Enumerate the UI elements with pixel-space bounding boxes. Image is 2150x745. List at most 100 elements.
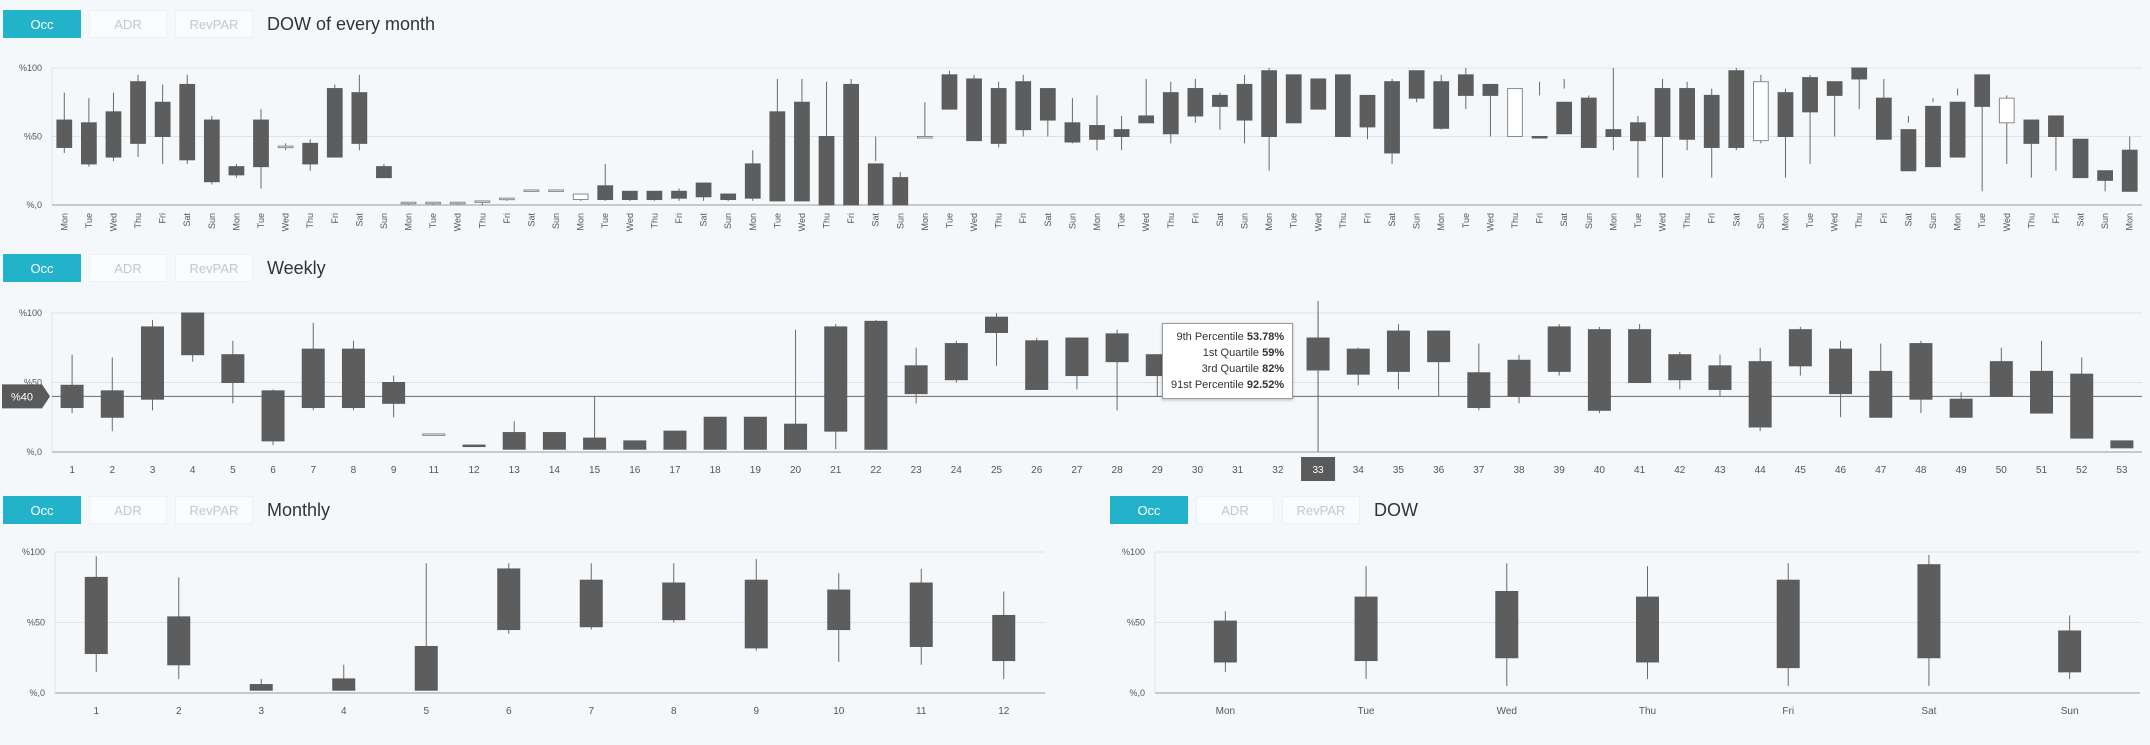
candle-box[interactable] [449,201,466,205]
candle-box[interactable] [944,343,968,381]
candle-box[interactable] [1433,81,1450,129]
candle-box[interactable] [663,430,687,450]
candle-box[interactable] [84,576,108,655]
candle-box[interactable] [1547,326,1571,372]
candle-box[interactable] [1875,97,1892,140]
candle-box[interactable] [2110,440,2134,449]
candle-box[interactable] [2030,370,2054,414]
candle-box[interactable] [130,81,146,144]
candle-box[interactable] [474,200,491,203]
tab-occ[interactable]: Occ [1110,496,1188,524]
tab-revpar[interactable]: RevPAR [175,254,253,282]
candle-box[interactable] [1138,115,1155,124]
candle-box[interactable] [1064,122,1081,143]
candle-box[interactable] [1359,94,1376,128]
candle-box[interactable] [985,316,1009,333]
candle-box[interactable] [2070,373,2094,439]
candle-box[interactable] [1187,88,1204,117]
candle-box[interactable] [662,582,686,621]
candle-box[interactable] [1556,101,1573,135]
candle-box[interactable] [462,444,486,448]
candle-box[interactable] [1384,81,1400,154]
candle-box[interactable] [769,111,786,202]
candle-box[interactable] [1531,136,1548,139]
candle-box[interactable] [203,119,220,183]
candle-box[interactable] [1851,67,1868,80]
candle-box[interactable] [81,122,97,165]
candle-box[interactable] [867,163,884,206]
candle-box[interactable] [376,166,392,179]
candle-box[interactable] [579,579,603,628]
candle-box[interactable] [1457,74,1474,96]
candle-box[interactable] [1015,81,1032,131]
candle-box[interactable] [542,432,566,450]
candle-box[interactable] [784,423,808,450]
tab-adr[interactable]: ADR [1196,496,1274,524]
candle-box[interactable] [1482,83,1499,96]
candle-box[interactable] [253,119,269,168]
candle-box[interactable] [1802,77,1818,113]
candle-box[interactable] [302,142,319,165]
candle-box[interactable] [2072,138,2089,179]
candle-box[interactable] [181,312,205,356]
candle-box[interactable] [1386,330,1410,372]
candle-box[interactable] [140,326,164,400]
candle-box[interactable] [1025,340,1049,390]
candle-box[interactable] [326,88,343,158]
tab-revpar[interactable]: RevPAR [175,496,253,524]
candle-box[interactable] [864,320,888,450]
candle-box[interactable] [1408,70,1425,99]
candle-box[interactable] [990,88,1007,144]
tab-adr[interactable]: ADR [89,254,167,282]
candle-box[interactable] [1826,81,1843,96]
candle-box[interactable] [56,119,73,148]
candle-box[interactable] [1467,372,1491,409]
candle-box[interactable] [1679,88,1695,140]
candle-box[interactable] [1605,129,1622,137]
candle-box[interactable] [179,83,196,161]
candle-box[interactable] [1335,74,1351,137]
candle-box[interactable] [892,177,909,206]
candle-box[interactable] [228,166,245,176]
candle-box[interactable] [1261,70,1277,137]
candle-box[interactable] [583,437,607,450]
tab-occ[interactable]: Occ [3,10,81,38]
candle-box[interactable] [843,83,859,206]
candle-box[interactable] [1212,94,1228,107]
candle-box[interactable] [1580,97,1597,148]
candle-box[interactable] [2097,170,2113,181]
candle-box[interactable] [1065,337,1089,377]
candle-box[interactable] [1703,94,1720,148]
candle-box[interactable] [301,348,325,409]
candle-box[interactable] [261,390,285,442]
candle-box[interactable] [1630,122,1646,142]
candle-box[interactable] [1236,83,1253,121]
candle-box[interactable] [2048,115,2064,137]
candle-box[interactable] [1728,70,1745,148]
tab-revpar[interactable]: RevPAR [1282,496,1360,524]
candle-box[interactable] [154,101,171,137]
candle-box[interactable] [1869,370,1893,418]
candle-box[interactable] [1917,564,1941,659]
candle-box[interactable] [1974,74,1991,107]
candle-box[interactable] [941,74,958,110]
candle-box[interactable] [277,145,294,149]
candle-box[interactable] [646,190,663,201]
candle-box[interactable] [1354,596,1378,662]
tab-occ[interactable]: Occ [3,254,81,282]
candle-box[interactable] [523,189,540,192]
candle-box[interactable] [917,136,933,139]
candle-box[interactable] [992,614,1016,662]
candle-box[interactable] [1753,81,1769,142]
candle-box[interactable] [671,190,687,199]
candle-box[interactable] [2121,149,2138,192]
tab-occ[interactable]: Occ [3,496,81,524]
candle-box[interactable] [60,384,84,409]
candle-box[interactable] [1949,101,1966,158]
candle-box[interactable] [2058,630,2082,673]
candle-box[interactable] [1949,398,1973,418]
candle-box[interactable] [1213,620,1237,663]
candle-box[interactable] [382,382,406,404]
candle-box[interactable] [1776,579,1800,669]
candle-box[interactable] [1306,337,1330,371]
